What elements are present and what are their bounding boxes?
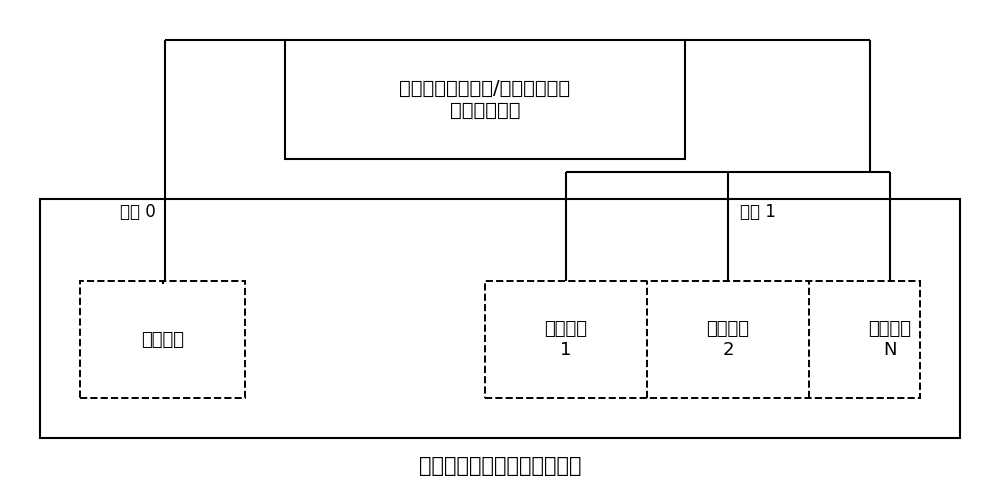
Text: 接口 0: 接口 0 xyxy=(120,203,156,221)
Text: 模拟终端
1: 模拟终端 1 xyxy=(544,321,588,359)
Text: 模拟终端
2: 模拟终端 2 xyxy=(706,321,750,359)
Bar xyxy=(40,199,960,438)
Text: 网关及组件网络性能测试平台: 网关及组件网络性能测试平台 xyxy=(419,456,581,476)
Bar xyxy=(285,40,685,159)
Bar xyxy=(80,281,245,398)
Text: 模拟主站: 模拟主站 xyxy=(141,331,184,349)
Text: 模拟终端
N: 模拟终端 N xyxy=(868,321,912,359)
Text: 配电安全接入网关/数据隔离组件
（被测设备）: 配电安全接入网关/数据隔离组件 （被测设备） xyxy=(399,79,571,120)
Bar xyxy=(485,281,920,398)
Text: 接口 1: 接口 1 xyxy=(740,203,776,221)
